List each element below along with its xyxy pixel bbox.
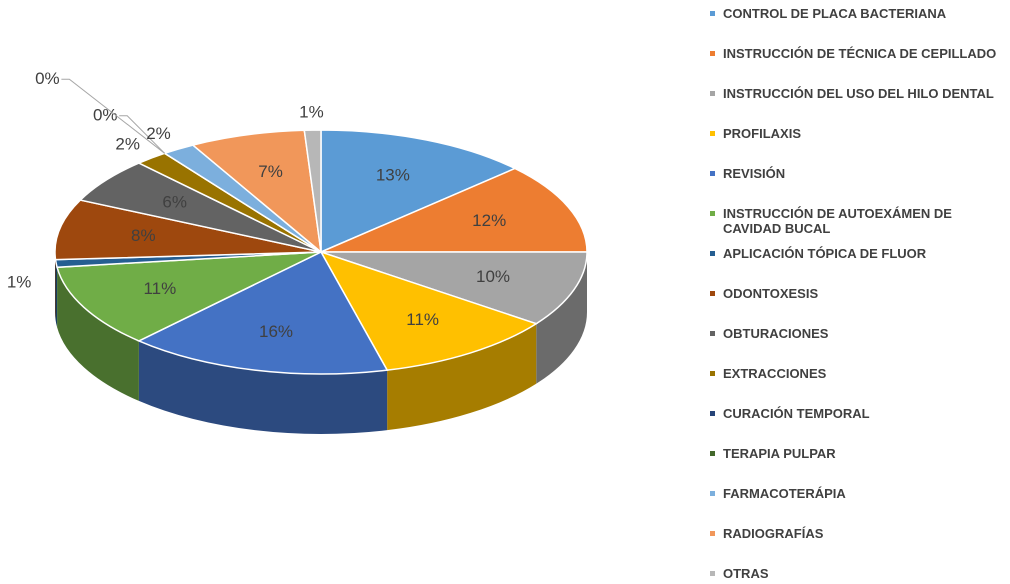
pie-slice [191, 129, 323, 254]
data-label: 8% [131, 226, 156, 245]
data-label: 11% [143, 279, 176, 298]
chart: 13% 12% 10% 11% 16% 11% 1% 8% 6% 2% 0% 0% 2% 7% 1% [7, 69, 588, 434]
legend-swatch [710, 491, 715, 496]
leader-line [61, 78, 165, 154]
legend-swatch [710, 331, 715, 336]
pie-side [55, 259, 58, 328]
pie-slice [320, 167, 588, 253]
data-label: 7% [258, 162, 283, 181]
legend-label: FARMACOTERÁPIA [723, 486, 846, 501]
legend-label: ODONTOXESIS [723, 286, 819, 301]
legend-swatch [710, 291, 715, 296]
data-label: 2% [115, 134, 140, 153]
legend-label: OBTURACIONES [723, 326, 829, 341]
legend-swatch [710, 131, 715, 136]
data-label: 13% [376, 165, 410, 184]
legend-item: OTRAS [710, 566, 1010, 581]
pie-side [536, 252, 587, 384]
legend-item: APLICACIÓN TÓPICA DE FLUOR [710, 246, 1010, 261]
legend-label: OTRAS [723, 566, 769, 581]
data-label: 6% [162, 193, 187, 212]
pie-slice [320, 251, 588, 325]
legend-swatch [710, 371, 715, 376]
legend-swatch [710, 451, 715, 456]
data-label: 1% [7, 273, 32, 292]
pie-side [57, 267, 139, 401]
data-label: 10% [476, 267, 510, 286]
legend-item: EXTRACCIONES [710, 366, 1010, 381]
legend-swatch [710, 211, 715, 216]
pie-side [55, 252, 56, 320]
data-label: 11% [406, 310, 439, 329]
pie-slice [303, 129, 322, 253]
legend-swatch [710, 531, 715, 536]
legend-label: REVISIÓN [723, 166, 786, 181]
legend-label: INSTRUCCIÓN DEL USO DEL HILO DENTAL [723, 86, 994, 101]
legend-label: APLICACIÓN TÓPICA DE FLUOR [723, 246, 927, 261]
data-label: 0% [35, 69, 60, 88]
legend-item: CURACIÓN TEMPORAL [710, 406, 1010, 421]
legend-swatch [710, 571, 715, 576]
legend-item: INSTRUCCIÓN DEL USO DEL HILO DENTAL [710, 86, 1010, 101]
pie-slice [320, 129, 517, 254]
pie-side [138, 340, 388, 434]
legend-swatch [710, 171, 715, 176]
pie-slice [56, 251, 322, 342]
pie-slice [54, 199, 322, 261]
legend-item: ODONTOXESIS [710, 286, 1010, 301]
legend-label: CONTROL DE PLACA BACTERIANA [723, 6, 947, 21]
legend-item: INSTRUCCIÓN DE TÉCNICA DE CEPILLADO [710, 46, 1010, 61]
legend-label: INSTRUCCIÓN DE TÉCNICA DE CEPILLADO [723, 46, 997, 61]
legend-item: RADIOGRAFÍAS [710, 526, 1010, 541]
pie-slice [319, 250, 538, 371]
legend-swatch [710, 251, 715, 256]
legend-label: CURACIÓN TEMPORAL [723, 406, 870, 421]
legend-swatch [710, 51, 715, 56]
legend-item: TERAPIA PULPAR [710, 446, 1010, 461]
legend-item: REVISIÓN [710, 166, 1010, 181]
data-label: 1% [299, 102, 324, 121]
legend-item: PROFILAXIS [710, 126, 1010, 141]
legend-label: INSTRUCCIÓN DE AUTOEXÁMEN DE CAVIDAD BUC… [723, 206, 952, 236]
legend-item: OBTURACIONES [710, 326, 1010, 341]
legend-swatch [710, 91, 715, 96]
legend-swatch [710, 11, 715, 16]
data-label: 16% [259, 322, 293, 341]
legend-swatch [710, 411, 715, 416]
data-label: 12% [472, 211, 506, 230]
data-label: 2% [146, 124, 171, 143]
pie-slice [137, 251, 389, 375]
legend-item: INSTRUCCIÓN DE AUTOEXÁMEN DE CAVIDAD BUC… [710, 206, 1010, 236]
legend-label: PROFILAXIS [723, 126, 802, 141]
legend-label: EXTRACCIONES [723, 366, 827, 381]
pie-side [387, 323, 537, 431]
data-label: 0% [93, 105, 118, 124]
legend-item: FARMACOTERÁPIA [710, 486, 1010, 501]
legend-label: RADIOGRAFÍAS [723, 526, 824, 541]
leader-line [119, 115, 166, 154]
legend-item: CONTROL DE PLACA BACTERIANA [710, 6, 1010, 21]
legend-label: TERAPIA PULPAR [723, 446, 836, 461]
